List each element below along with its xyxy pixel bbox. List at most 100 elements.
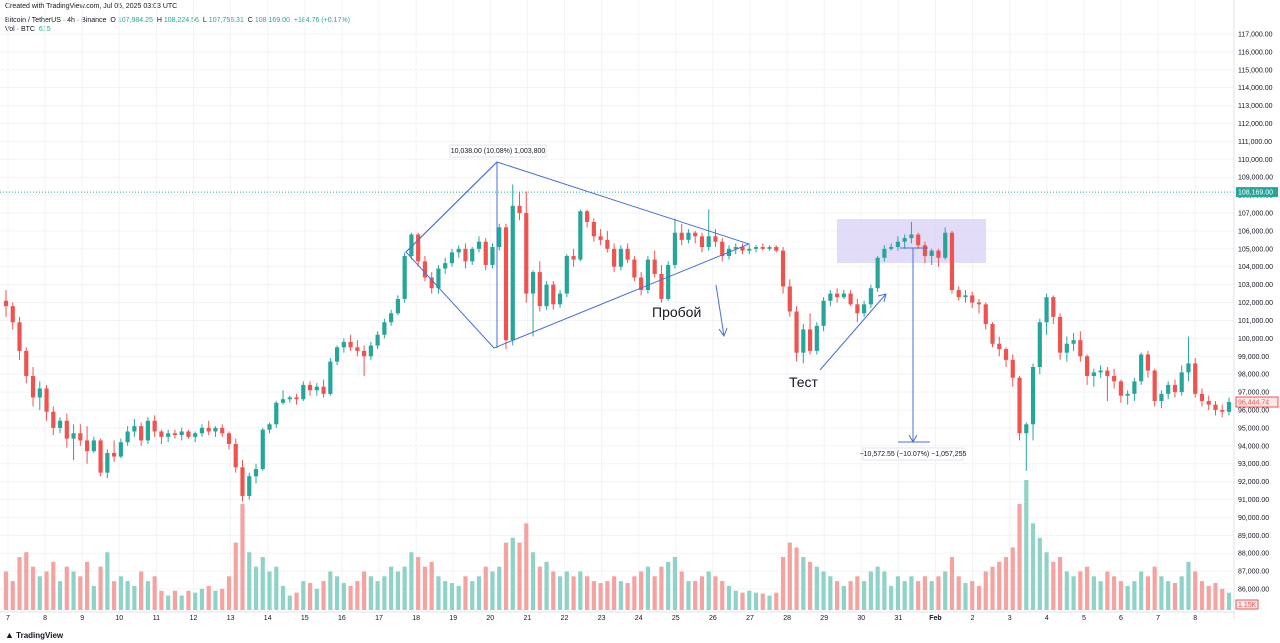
candle-body (753, 247, 759, 249)
volume-bar (699, 576, 705, 610)
candle-body (159, 431, 164, 437)
y-tick-label: 111,000.00 (1238, 139, 1272, 146)
y-tick-label: 86,000.00 (1238, 587, 1269, 594)
volume-bar (875, 566, 880, 610)
volume-bar (125, 581, 130, 610)
candle-body (51, 411, 56, 428)
x-tick-label: 26 (709, 615, 717, 622)
price-axis[interactable]: 117,000.00 116,000.00 115,000.00 114,000.00… (1233, 0, 1273, 620)
x-tick-label: 19 (449, 615, 457, 622)
volume-bar (422, 566, 428, 610)
candle-body (794, 311, 799, 353)
volume-bar (835, 581, 840, 610)
candle-body (1057, 316, 1063, 353)
y-tick-label: 90,000.00 (1238, 515, 1269, 522)
volume-bar (612, 576, 617, 610)
candle-body (1186, 363, 1191, 373)
volume-bar (517, 542, 522, 610)
x-tick-label: 9 (80, 615, 84, 622)
candle-body (166, 433, 171, 437)
x-tick-label: 20 (486, 615, 494, 622)
candle-body (625, 248, 630, 260)
volume-bar (145, 581, 150, 610)
candle-body (30, 375, 36, 398)
candle-body (321, 386, 326, 394)
volume-bar (1030, 523, 1036, 610)
annotation-breakout[interactable]: Пробой (652, 304, 701, 320)
symbol-legend: Bitcoin / TetherUS · 4h · Binance O 107,9… (5, 17, 352, 24)
candle-body (767, 247, 772, 249)
volume-bar (456, 585, 461, 610)
drawings[interactable] (405, 161, 930, 444)
volume-bar (956, 576, 961, 610)
volume-bar (1112, 576, 1117, 610)
volume-bar (1091, 576, 1096, 610)
candle-body (889, 247, 894, 249)
volume-bar (179, 595, 184, 610)
candle-body (821, 300, 826, 326)
ohlc-high-label: H (156, 17, 162, 24)
volume-bar (774, 592, 779, 610)
candle-body (760, 247, 765, 249)
candle-body (780, 250, 786, 287)
volume-bar (510, 537, 515, 610)
candle-body (470, 248, 475, 262)
candle-body (699, 236, 705, 248)
volume-bar (1118, 581, 1123, 610)
volume-bar (983, 571, 988, 610)
annotation-test[interactable]: Тест (789, 374, 819, 390)
volume-bar (213, 590, 218, 610)
volume-bar (362, 571, 367, 610)
y-tick-label: 94,000.00 (1238, 443, 1269, 450)
volume-bar (889, 585, 894, 610)
volume-bar (639, 571, 644, 610)
last-price-tag-bg (1235, 396, 1279, 408)
volume-bar (1166, 581, 1171, 610)
symbol-title[interactable]: Bitcoin / TetherUS · 4h · Binance (5, 17, 107, 24)
x-tick-label: 15 (301, 615, 309, 622)
candle-body (152, 420, 157, 432)
volume-bar (172, 590, 178, 610)
volume-bar (78, 576, 83, 610)
candle-body (98, 440, 103, 473)
volume-bar (1078, 571, 1083, 610)
candle-body (902, 238, 907, 242)
volume-bar (37, 576, 42, 610)
candle-body (1199, 393, 1205, 402)
ohlc-close: 108,169.00 (254, 17, 290, 24)
test-arrow[interactable] (819, 293, 887, 371)
ohlc-low-label: L (202, 17, 207, 24)
x-tick-label: 30 (857, 615, 865, 622)
y-tick-label: 88,000.00 (1238, 551, 1269, 558)
y-tick-label: 99,000.00 (1238, 354, 1269, 361)
volume-bar (294, 592, 299, 610)
volume-bar (1098, 581, 1103, 610)
volume-bar (1186, 561, 1191, 610)
volume-bar (794, 547, 799, 610)
volume-bar (334, 576, 340, 610)
volume-bar (409, 552, 414, 610)
candle-body (503, 227, 509, 341)
x-tick-label: 14 (264, 615, 272, 622)
candle-body (929, 250, 934, 256)
volume-bar (747, 590, 752, 610)
volume-label[interactable]: Vol · BTC (5, 26, 35, 33)
time-axis[interactable]: 7 8 9 10 11 12 13 14 15 16 17 18 19 20 21 22 23 24 25 26 27 2… (0, 611, 1234, 622)
candle-body (368, 345, 373, 357)
volume-bar (476, 576, 482, 610)
volume-bar (970, 581, 975, 610)
volume-bar (895, 576, 901, 610)
candle-body (564, 255, 569, 294)
volume-bar (524, 523, 529, 610)
x-tick-label: 12 (190, 615, 198, 622)
breakout-arrow[interactable] (715, 284, 728, 338)
diamond-diagonal[interactable] (405, 161, 498, 253)
x-tick-label: 25 (672, 615, 680, 622)
x-tick-label: 21 (524, 615, 532, 622)
volume-bar (571, 576, 576, 610)
candle-body (375, 334, 380, 346)
volume-bar (666, 561, 671, 610)
volume-bar (902, 581, 907, 610)
volume-bar (1064, 571, 1069, 610)
